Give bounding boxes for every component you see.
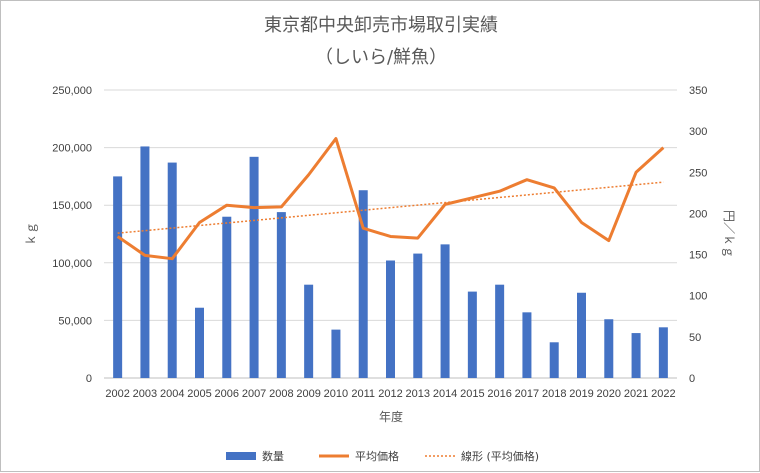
bar xyxy=(386,260,395,378)
bar xyxy=(276,212,286,378)
x-tick-label: 2008 xyxy=(269,388,293,400)
bar xyxy=(222,216,232,378)
x-tick-label: 2014 xyxy=(433,388,457,400)
y2-tick-label: 150 xyxy=(689,250,707,262)
legend-label: 数量 xyxy=(262,450,284,463)
chart-subtitle: （しいら/鮮魚） xyxy=(315,47,447,68)
bar xyxy=(167,162,177,378)
y-tick-label: 100,000 xyxy=(52,258,92,270)
legend-swatch-quantity xyxy=(226,452,256,460)
bar xyxy=(631,333,641,378)
x-tick-label: 2007 xyxy=(242,388,266,400)
line-series xyxy=(116,137,665,261)
y2-tick-label: 250 xyxy=(689,167,707,179)
right-axis-ticks: 0 50 100 150 200 250 300 350 xyxy=(689,85,707,385)
bar xyxy=(522,312,532,378)
bar xyxy=(113,176,123,378)
x-tick-label: 2018 xyxy=(542,388,566,400)
bar xyxy=(577,292,586,378)
bar xyxy=(331,329,341,378)
bar xyxy=(140,146,150,378)
x-tick-label: 2017 xyxy=(515,388,539,400)
x-tick-label: 2012 xyxy=(378,388,402,400)
x-tick-label: 2016 xyxy=(487,388,511,400)
x-tick-label: 2006 xyxy=(215,388,239,400)
y-tick-label: 50,000 xyxy=(58,315,92,327)
bar xyxy=(495,284,505,378)
y2-tick-label: 350 xyxy=(689,85,707,97)
bar-series xyxy=(113,146,668,378)
x-tick-label: 2021 xyxy=(624,388,648,400)
bar xyxy=(249,156,259,378)
left-axis-ticks: 0 50,000 100,000 150,000 200,000 250,000 xyxy=(52,85,92,385)
legend-label: 平均価格 xyxy=(355,449,399,463)
bar xyxy=(658,327,668,378)
legend: 数量 平均価格 線形 (平均価格) xyxy=(226,449,539,463)
bar xyxy=(413,253,423,378)
x-tick-label: 2019 xyxy=(569,388,593,400)
y2-tick-label: 50 xyxy=(689,332,701,344)
x-tick-label: 2015 xyxy=(460,388,484,400)
x-tick-label: 2010 xyxy=(324,388,348,400)
bar xyxy=(440,244,450,378)
bar xyxy=(549,342,559,378)
y-axis-label: ｋｇ xyxy=(24,222,38,246)
y2-tick-label: 300 xyxy=(689,126,707,138)
x-axis-ticks: 2002 2003 2004 2005 2006 2007 2008 2009 2010 2011… xyxy=(105,388,675,400)
x-tick-label: 2009 xyxy=(296,388,320,400)
price-line xyxy=(116,137,665,261)
y2-tick-label: 200 xyxy=(689,208,707,220)
y2-tick-label: 100 xyxy=(689,291,707,303)
y-tick-label: 150,000 xyxy=(52,200,92,212)
bar xyxy=(467,291,477,378)
y-tick-label: 0 xyxy=(86,373,92,385)
x-tick-label: 2013 xyxy=(406,388,430,400)
bar xyxy=(304,284,314,378)
chart-title: 東京都中央卸売市場取引実績 xyxy=(264,15,498,36)
x-tick-label: 2011 xyxy=(351,388,375,400)
x-axis-label: 年度 xyxy=(379,409,403,424)
trendline xyxy=(117,181,664,234)
x-tick-label: 2002 xyxy=(105,388,129,400)
x-tick-label: 2004 xyxy=(160,388,184,400)
x-tick-label: 2022 xyxy=(651,388,675,400)
x-tick-label: 2020 xyxy=(597,388,621,400)
x-tick-label: 2005 xyxy=(187,388,211,400)
y2-tick-label: 0 xyxy=(689,373,695,385)
y2-axis-label: 円／ｋｇ xyxy=(722,210,736,258)
x-tick-label: 2003 xyxy=(133,388,157,400)
bar xyxy=(195,307,204,378)
bar xyxy=(604,319,614,378)
legend-label: 線形 (平均価格) xyxy=(461,449,539,463)
bar xyxy=(358,190,368,378)
y-tick-label: 200,000 xyxy=(52,143,92,155)
y-tick-label: 250,000 xyxy=(52,85,92,97)
